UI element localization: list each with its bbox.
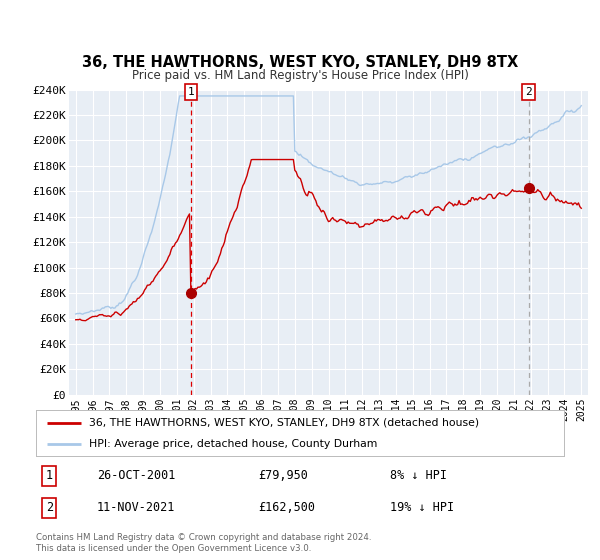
Text: 1: 1 [46, 469, 53, 483]
Text: Price paid vs. HM Land Registry's House Price Index (HPI): Price paid vs. HM Land Registry's House … [131, 69, 469, 82]
Text: 8% ↓ HPI: 8% ↓ HPI [390, 469, 447, 483]
Text: 1: 1 [187, 87, 194, 97]
Text: 19% ↓ HPI: 19% ↓ HPI [390, 501, 454, 514]
Text: 2: 2 [46, 501, 53, 514]
Text: HPI: Average price, detached house, County Durham: HPI: Average price, detached house, Coun… [89, 439, 377, 449]
Text: £79,950: £79,950 [258, 469, 308, 483]
Text: 2: 2 [525, 87, 532, 97]
Text: 11-NOV-2021: 11-NOV-2021 [97, 501, 175, 514]
Text: 26-OCT-2001: 26-OCT-2001 [97, 469, 175, 483]
Text: £162,500: £162,500 [258, 501, 315, 514]
Text: 36, THE HAWTHORNS, WEST KYO, STANLEY, DH9 8TX: 36, THE HAWTHORNS, WEST KYO, STANLEY, DH… [82, 55, 518, 70]
Text: 36, THE HAWTHORNS, WEST KYO, STANLEY, DH9 8TX (detached house): 36, THE HAWTHORNS, WEST KYO, STANLEY, DH… [89, 418, 479, 428]
Text: Contains HM Land Registry data © Crown copyright and database right 2024.
This d: Contains HM Land Registry data © Crown c… [36, 533, 371, 553]
